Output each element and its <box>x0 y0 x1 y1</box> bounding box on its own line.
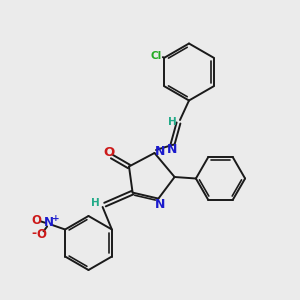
Text: N: N <box>167 143 178 156</box>
Text: N: N <box>155 145 165 158</box>
Text: H: H <box>91 198 100 208</box>
Text: Cl: Cl <box>150 51 161 61</box>
Text: O: O <box>103 146 115 160</box>
Text: -: - <box>32 227 37 240</box>
Text: N: N <box>44 216 54 230</box>
Text: O: O <box>31 214 41 227</box>
Text: O: O <box>36 228 46 241</box>
Text: +: + <box>52 214 60 223</box>
Text: H: H <box>167 116 176 127</box>
Text: N: N <box>155 198 165 211</box>
